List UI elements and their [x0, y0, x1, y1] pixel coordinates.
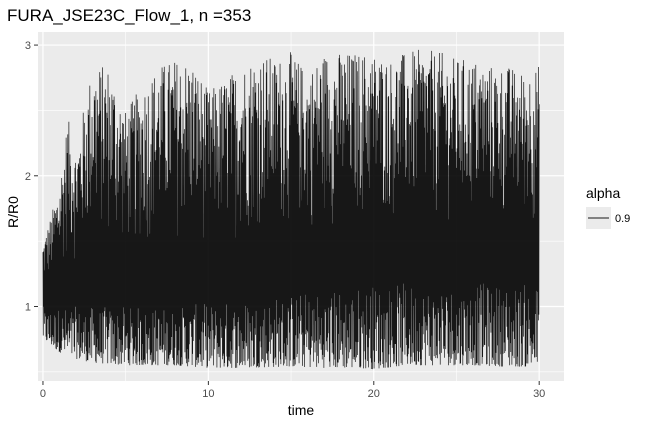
x-axis-title: time — [288, 402, 315, 418]
data-series — [42, 49, 540, 370]
y-axis-title: R/R0 — [5, 196, 21, 228]
y-tick-label: 1 — [25, 301, 31, 313]
y-tick-label: 2 — [25, 171, 31, 183]
legend-title: alpha — [586, 185, 620, 201]
x-tick-label: 0 — [40, 388, 46, 400]
chart-title: FURA_JSE23C_Flow_1, n =353 — [7, 6, 251, 25]
x-tick-label: 30 — [533, 388, 545, 400]
x-tick-label: 10 — [202, 388, 214, 400]
legend: alpha 0.9 — [586, 185, 630, 229]
legend-label: 0.9 — [615, 213, 630, 225]
x-tick-label: 20 — [368, 388, 380, 400]
series-line — [42, 49, 540, 370]
axes: 0 10 20 30 1 2 3 — [25, 40, 545, 400]
y-tick-label: 3 — [25, 40, 31, 52]
